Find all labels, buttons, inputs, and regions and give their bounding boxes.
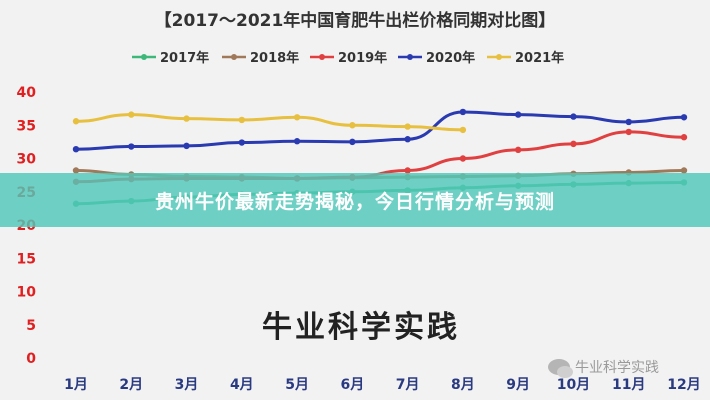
banner-title: 贵州牛价最新走势揭秘，今日行情分析与预测 [155,187,555,214]
data-point [239,139,245,145]
data-point [570,113,576,119]
corner-watermark: 牛业科学实践 [548,357,659,377]
y-tick-label: 40 [17,85,37,101]
data-point [128,111,134,117]
x-tick-label: 6月 [340,377,364,393]
data-point [294,138,300,144]
x-tick-label: 5月 [285,377,309,393]
data-point [404,123,410,129]
legend-label: 2017年 [160,50,209,66]
data-point [626,129,632,135]
legend-marker [319,54,325,60]
y-tick-label: 30 [17,152,37,168]
data-point [73,118,79,124]
data-point [460,109,466,115]
data-point [239,117,245,123]
data-point [183,143,189,149]
x-tick-label: 8月 [451,377,475,393]
data-point [294,114,300,120]
legend-marker [231,54,237,60]
data-point [626,119,632,125]
data-point [404,136,410,142]
x-tick-label: 12月 [667,377,700,393]
data-point [460,155,466,161]
data-point [128,143,134,149]
corner-watermark-label: 牛业科学实践 [575,357,659,377]
x-tick-label: 11月 [612,377,645,393]
data-point [349,139,355,145]
x-axis: 1月 2月 3月 4月 5月 6月 7月 8月 9月 10月 11月 12月 [64,377,701,393]
y-tick-label: 10 [17,285,37,301]
chart-title: 【2017～2021年中国育肥牛出栏价格同期对比图】 [155,10,556,31]
y-tick-label: 15 [17,251,36,267]
legend-marker [141,54,147,60]
data-point [515,111,521,117]
x-tick-label: 2月 [119,377,143,393]
data-point [73,146,79,152]
legend-label: 2019年 [338,50,387,66]
data-point [570,141,576,147]
data-point [681,134,687,140]
data-point [515,147,521,153]
center-watermark: 牛业科学实践 [262,302,460,346]
y-tick-label: 0 [26,351,36,367]
x-tick-label: 3月 [175,377,199,393]
title-banner: 贵州牛价最新走势揭秘，今日行情分析与预测 [0,173,710,227]
x-tick-label: 1月 [64,377,88,393]
x-tick-label: 7月 [396,377,420,393]
x-tick-label: 4月 [230,377,254,393]
data-point [349,122,355,128]
data-point [681,114,687,120]
data-point [460,127,466,133]
x-tick-label: 10月 [557,377,590,393]
x-tick-label: 9月 [506,377,530,393]
legend-marker [407,54,413,60]
legend-label: 2018年 [250,50,299,66]
chart-legend: 2017年 2018年 2019年 2020年 2021年 [132,50,564,66]
y-tick-label: 35 [17,118,36,134]
legend-marker [496,54,502,60]
y-tick-label: 5 [26,318,36,334]
legend-label: 2020年 [426,50,475,66]
data-point [183,115,189,121]
legend-label: 2021年 [515,50,564,66]
wechat-icon [548,359,570,375]
